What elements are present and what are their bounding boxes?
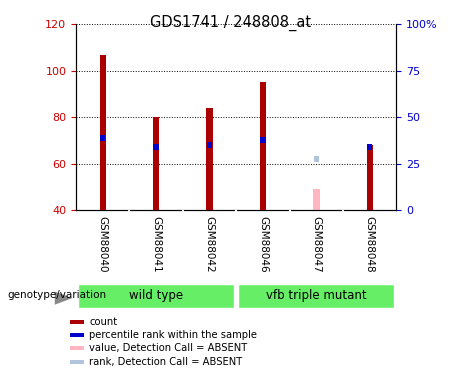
Text: GSM88047: GSM88047 xyxy=(311,216,321,273)
Bar xyxy=(153,117,160,210)
Bar xyxy=(70,320,84,324)
Text: count: count xyxy=(89,317,117,327)
Bar xyxy=(260,82,266,210)
Bar xyxy=(78,284,234,308)
Bar xyxy=(313,156,319,162)
Bar xyxy=(70,360,84,364)
Text: GSM88041: GSM88041 xyxy=(151,216,161,273)
Bar xyxy=(154,144,159,150)
Text: GSM88046: GSM88046 xyxy=(258,216,268,273)
Bar xyxy=(100,135,106,141)
Bar xyxy=(207,108,213,210)
Text: rank, Detection Call = ABSENT: rank, Detection Call = ABSENT xyxy=(89,357,242,367)
Bar xyxy=(100,54,106,210)
Text: GSM88042: GSM88042 xyxy=(205,216,214,273)
Bar xyxy=(367,144,372,150)
Text: GDS1741 / 248808_at: GDS1741 / 248808_at xyxy=(150,15,311,31)
Text: GSM88040: GSM88040 xyxy=(98,216,108,272)
Bar xyxy=(313,189,319,210)
Polygon shape xyxy=(55,292,72,304)
Bar xyxy=(260,138,266,143)
Bar xyxy=(207,142,212,148)
Text: wild type: wild type xyxy=(129,289,183,302)
Bar xyxy=(70,333,84,337)
Bar xyxy=(238,284,394,308)
Bar xyxy=(70,346,84,350)
Text: vfb triple mutant: vfb triple mutant xyxy=(266,289,366,302)
Bar xyxy=(366,145,373,210)
Text: percentile rank within the sample: percentile rank within the sample xyxy=(89,330,257,340)
Text: GSM88048: GSM88048 xyxy=(365,216,375,273)
Text: value, Detection Call = ABSENT: value, Detection Call = ABSENT xyxy=(89,343,248,353)
Text: genotype/variation: genotype/variation xyxy=(7,291,106,300)
